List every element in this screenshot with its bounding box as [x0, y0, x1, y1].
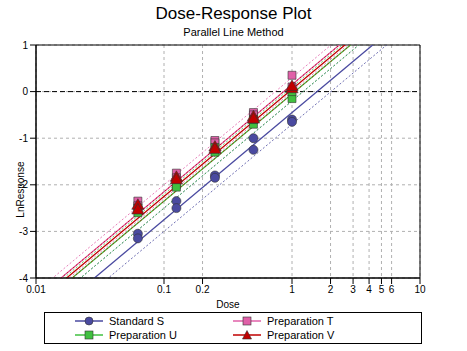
- svg-text:-3: -3: [19, 226, 28, 237]
- svg-text:LnResponse: LnResponse: [15, 161, 26, 218]
- svg-text:2: 2: [328, 284, 334, 295]
- svg-text:10: 10: [414, 284, 426, 295]
- svg-text:4: 4: [366, 284, 372, 295]
- html-text:Parallel Line Method: Parallel Line Method: [183, 26, 284, 38]
- svg-text:0.01: 0.01: [26, 284, 46, 295]
- html-text:Preparation T: Preparation T: [267, 315, 334, 327]
- svg-text:0: 0: [22, 86, 28, 97]
- svg-text:-4: -4: [19, 273, 28, 284]
- html-text:Standard S: Standard S: [109, 315, 164, 327]
- svg-text:5: 5: [379, 284, 385, 295]
- svg-text:-1: -1: [19, 133, 28, 144]
- html-text:Preparation V: Preparation V: [267, 329, 335, 341]
- svg-text:1: 1: [22, 40, 28, 51]
- svg-text:0.1: 0.1: [157, 284, 171, 295]
- html-text:Preparation U: Preparation U: [109, 329, 177, 341]
- svg-text:6: 6: [389, 284, 395, 295]
- html-text:Dose-Response Plot: Dose-Response Plot: [155, 4, 312, 23]
- svg-text:3: 3: [350, 284, 356, 295]
- svg-text:Dose: Dose: [216, 299, 240, 310]
- svg-text:0.2: 0.2: [196, 284, 210, 295]
- svg-text:1: 1: [289, 284, 295, 295]
